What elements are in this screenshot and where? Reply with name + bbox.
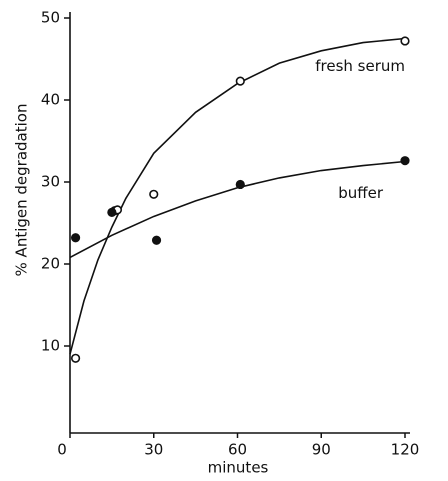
x-tick-label: 60: [228, 441, 247, 459]
x-tick-label: 90: [312, 441, 331, 459]
x-axis-label: minutes: [208, 459, 269, 477]
series-label: fresh serum: [315, 57, 405, 75]
data-point: [400, 36, 410, 46]
y-tick-label: 30: [41, 173, 60, 191]
y-tick-label: 40: [41, 91, 60, 109]
data-point: [149, 189, 159, 199]
data-point: [70, 353, 81, 363]
data-point: [400, 156, 410, 166]
series-label: buffer: [338, 184, 384, 202]
y-tick-label: 20: [41, 255, 60, 273]
x-tick-label: 120: [391, 441, 420, 459]
data-point: [235, 76, 245, 86]
x-tick-label: 30: [144, 441, 163, 459]
data-point: [107, 207, 117, 217]
data-point: [70, 233, 81, 243]
y-tick-label: 50: [41, 9, 60, 27]
data-point: [235, 179, 245, 190]
x-tick-label: 0: [57, 441, 67, 459]
y-tick-label: 10: [41, 337, 60, 355]
data-point: [151, 235, 162, 245]
y-axis-label: % Antigen degradation: [13, 104, 31, 277]
fit-curve: [69, 37, 406, 355]
